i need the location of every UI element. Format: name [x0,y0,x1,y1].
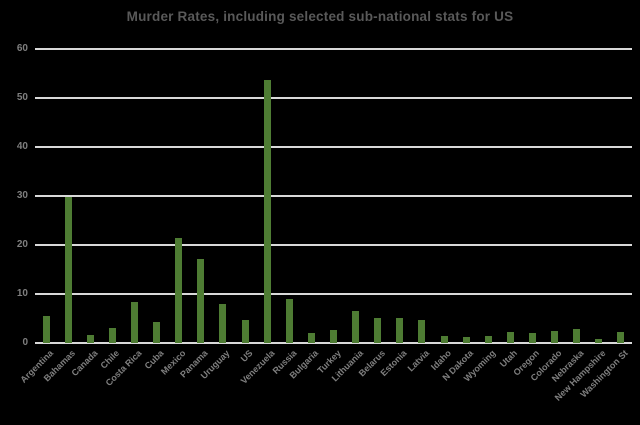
bar-new-hampshire [595,338,603,343]
bar-n-dakota [462,337,470,343]
bar-chile [108,327,116,343]
bar-mexico [175,237,183,343]
y-tick-label-60: 60 [16,43,28,54]
bar-panama [197,258,205,343]
bar-utah [506,332,514,343]
bar-costa-rica [131,301,138,343]
bar-uruguay [219,304,227,343]
bar-venezuela [263,79,271,343]
bar-latvia [418,319,426,343]
bar-belarus [374,318,382,343]
y-tick-label-40: 40 [16,141,28,152]
y-tick-label-10: 10 [16,288,28,299]
y-tick-label-0: 0 [22,337,28,348]
gridline-10 [35,293,632,295]
bar-bahamas [64,196,72,343]
y-tick-label-30: 30 [16,190,28,201]
x-axis-label-us: US [238,348,255,364]
y-tick-label-20: 20 [16,239,28,250]
bar-wyoming [484,336,492,343]
bar-bulgaria [307,333,315,343]
bar-us [241,319,249,343]
x-axis-label-latvia: Latvia [405,348,432,374]
bar-canada [86,335,94,343]
bar-oregon [529,333,536,343]
bar-turkey [330,330,337,343]
bar-idaho [440,335,448,343]
plot-area [35,48,632,344]
bar-cuba [153,322,161,343]
gridline-50 [35,97,632,99]
gridline-20 [35,244,632,246]
bar-russia [285,298,293,343]
bar-colorado [551,331,559,343]
bar-nebraska [573,328,581,343]
y-tick-label-50: 50 [16,92,28,103]
bar-washington-st [617,331,625,343]
bar-lithuania [352,310,360,343]
bar-argentina [42,316,50,343]
gridline-60 [35,48,632,50]
gridline-40 [35,146,632,148]
gridline-0 [35,342,632,344]
gridline-30 [35,195,632,197]
bar-estonia [396,317,404,343]
chart-title: Murder Rates, including selected sub-nat… [126,9,514,24]
